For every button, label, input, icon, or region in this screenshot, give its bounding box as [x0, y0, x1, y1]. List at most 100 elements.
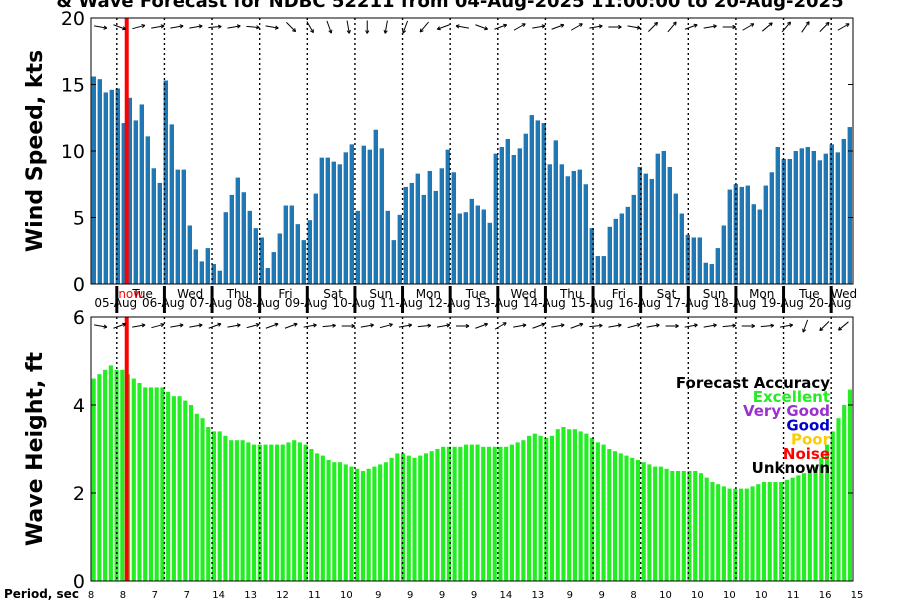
wind-bar	[272, 252, 276, 284]
wave-direction-arrow	[437, 324, 450, 327]
wave-bar	[390, 458, 394, 581]
wave-bar	[619, 453, 623, 581]
wave-bar	[263, 445, 267, 581]
wave-direction-arrow	[380, 323, 393, 327]
wave-direction-arrow	[342, 324, 355, 327]
wind-bar	[290, 206, 294, 284]
wind-bar	[572, 171, 576, 284]
wave-ytick-label: 2	[73, 483, 85, 505]
wind-bar	[386, 211, 390, 284]
date-label: 19-Aug	[761, 296, 804, 310]
wind-bar	[680, 214, 684, 284]
wind-direction-arrow	[648, 22, 657, 31]
wind-bar	[440, 168, 444, 284]
wave-bar	[344, 464, 348, 581]
wave-bar	[252, 445, 256, 581]
wave-bar	[195, 414, 199, 581]
date-label: 07-Aug	[190, 296, 233, 310]
wind-bar	[92, 77, 96, 284]
wave-direction-arrow	[723, 324, 736, 327]
wind-bar	[620, 214, 624, 284]
wave-bar	[699, 473, 703, 581]
wave-bar	[602, 445, 606, 581]
wave-bar	[487, 447, 491, 581]
wind-bar	[590, 228, 594, 284]
wind-bar	[668, 167, 672, 284]
period-tick-label: 8	[88, 590, 94, 600]
wind-bar	[356, 211, 360, 284]
wave-bar	[149, 387, 153, 581]
wave-bar	[573, 429, 577, 581]
wave-direction-arrow	[628, 323, 641, 327]
wave-bar	[298, 442, 302, 581]
wave-direction-arrow	[323, 324, 336, 327]
wind-direction-arrow	[347, 21, 350, 34]
wave-direction-arrow	[418, 324, 431, 327]
period-tick-label: 9	[567, 590, 573, 600]
wave-bar	[813, 467, 817, 581]
wave-bar	[665, 469, 669, 581]
wind-direction-arrow	[668, 22, 676, 32]
wind-bar	[320, 158, 324, 284]
wave-bar	[647, 464, 651, 581]
period-tick-label: 9	[439, 590, 445, 600]
wind-direction-arrow	[327, 21, 332, 33]
wave-direction-arrow	[399, 324, 412, 327]
wave-direction-arrow	[151, 323, 164, 327]
wind-bar	[200, 261, 204, 284]
wave-bar	[172, 396, 176, 581]
wave-ytick-label: 6	[73, 307, 85, 329]
period-tick-label: 10	[340, 590, 353, 600]
date-label: 18-Aug	[714, 296, 757, 310]
wind-bar	[434, 191, 438, 284]
date-label: 17-Aug	[666, 296, 709, 310]
wave-bar	[137, 383, 141, 581]
wind-bar	[584, 184, 588, 284]
wave-direction-arrow	[266, 323, 278, 328]
period-label: Period, sec	[4, 587, 79, 600]
wind-bar	[284, 206, 288, 284]
wind-bar	[350, 144, 354, 284]
wave-bar	[728, 489, 732, 581]
wave-bar	[321, 456, 325, 581]
wind-bar	[158, 183, 162, 284]
wave-bar	[361, 471, 365, 581]
wave-direction-arrow	[475, 323, 487, 328]
wave-bar	[750, 486, 754, 581]
wind-bar	[236, 178, 240, 284]
date-label: 06-Aug	[142, 296, 185, 310]
wind-bar	[368, 150, 372, 284]
wind-bar	[818, 160, 822, 284]
wave-bar	[550, 436, 554, 581]
wave-bar	[372, 467, 376, 581]
wave-bar	[693, 471, 697, 581]
wave-direction-arrow	[189, 324, 202, 327]
wave-direction-arrow	[647, 324, 660, 327]
wind-direction-arrow	[475, 25, 487, 30]
date-label: 14-Aug	[523, 296, 566, 310]
wind-bar	[824, 154, 828, 284]
wave-direction-arrow	[209, 323, 221, 328]
wave-direction-arrow	[780, 324, 793, 327]
wave-bar	[178, 396, 182, 581]
wind-direction-arrow	[608, 25, 621, 28]
wave-direction-arrow	[495, 323, 506, 330]
wind-bar	[692, 237, 696, 284]
wind-bar	[470, 199, 474, 284]
wind-direction-arrow	[132, 24, 145, 28]
wind-direction-arrow	[552, 24, 564, 29]
wave-bar	[836, 418, 840, 581]
wind-bar	[578, 170, 582, 284]
wind-bar	[464, 212, 468, 284]
date-label: 10-Aug	[333, 296, 376, 310]
wind-direction-arrow	[704, 25, 717, 28]
wind-direction-arrow	[514, 24, 525, 31]
wave-bar	[378, 464, 382, 581]
date-label: 08-Aug	[237, 296, 280, 310]
wind-direction-arrow	[820, 22, 829, 31]
wind-bar	[644, 174, 648, 284]
period-tick-label: 13	[531, 590, 544, 600]
wave-bar	[510, 445, 514, 581]
wind-bar	[416, 174, 420, 284]
